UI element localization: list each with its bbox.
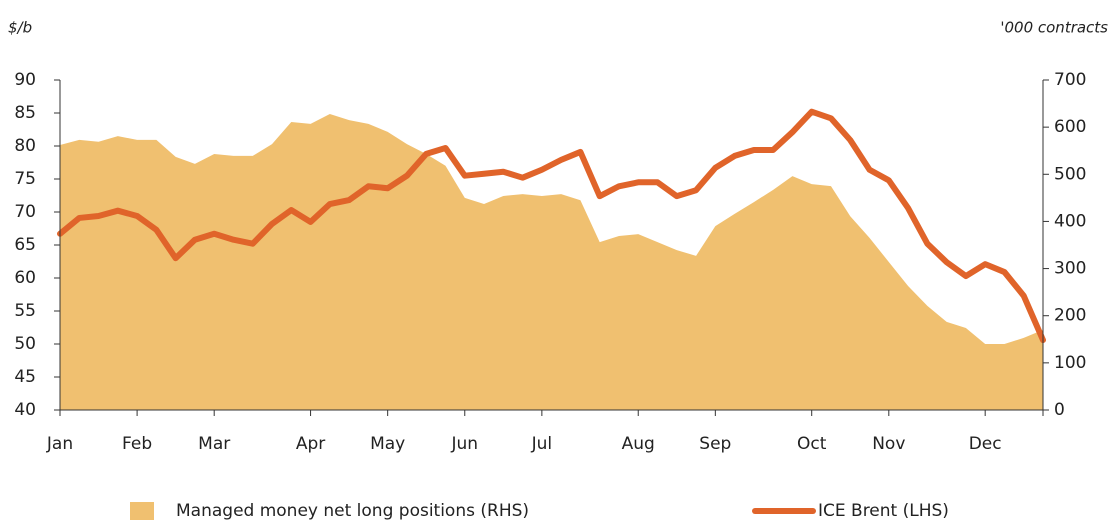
line [57, 108, 1046, 344]
x-tick-label: Sep [699, 434, 731, 454]
y-tick-label: 60 [14, 268, 36, 288]
y2-tick-label: 100 [1054, 353, 1086, 373]
legend-swatch [130, 502, 154, 520]
y-tick-label: 90 [14, 70, 36, 90]
x-tick-label: Mar [198, 434, 230, 454]
y-tick-label: 80 [14, 136, 36, 156]
y-tick-label: 70 [14, 202, 36, 222]
x-tick-label: Nov [872, 434, 905, 454]
x-tick-label: Aug [622, 434, 655, 454]
x-tick-label: Dec [969, 434, 1002, 454]
y-tick-label: 55 [14, 301, 36, 321]
y-tick-label: 85 [14, 103, 36, 123]
x-tick-label: May [370, 434, 405, 454]
y2-tick-label: 700 [1054, 70, 1086, 90]
y-tick-label: 45 [14, 367, 36, 387]
x-tick-label: Feb [122, 434, 152, 454]
legend-label: ICE Brent (LHS) [818, 501, 949, 521]
legend-label: Managed money net long positions (RHS) [176, 501, 529, 521]
x-tick-label: Jun [450, 434, 478, 454]
y2-tick-label: 300 [1054, 259, 1086, 279]
x-tick-label: Apr [296, 434, 325, 454]
y2-tick-label: 400 [1054, 211, 1086, 231]
x-tick-label: Jul [531, 434, 553, 454]
y-tick-label: 40 [14, 400, 36, 420]
x-tick-label: Jan [46, 434, 73, 454]
y-tick-label: 65 [14, 235, 36, 255]
y2-tick-label: 500 [1054, 164, 1086, 184]
area [60, 113, 1043, 410]
y2-tick-label: 600 [1054, 117, 1086, 137]
y-tick-label: 50 [14, 334, 36, 354]
y-tick-label: 75 [14, 169, 36, 189]
x-tick-label: Oct [797, 434, 827, 454]
y-axis-label: $/b [8, 19, 32, 37]
y2-tick-label: 200 [1054, 306, 1086, 326]
y2-tick-label: 0 [1054, 400, 1065, 420]
y2-axis-label: '000 contracts [1000, 19, 1108, 37]
